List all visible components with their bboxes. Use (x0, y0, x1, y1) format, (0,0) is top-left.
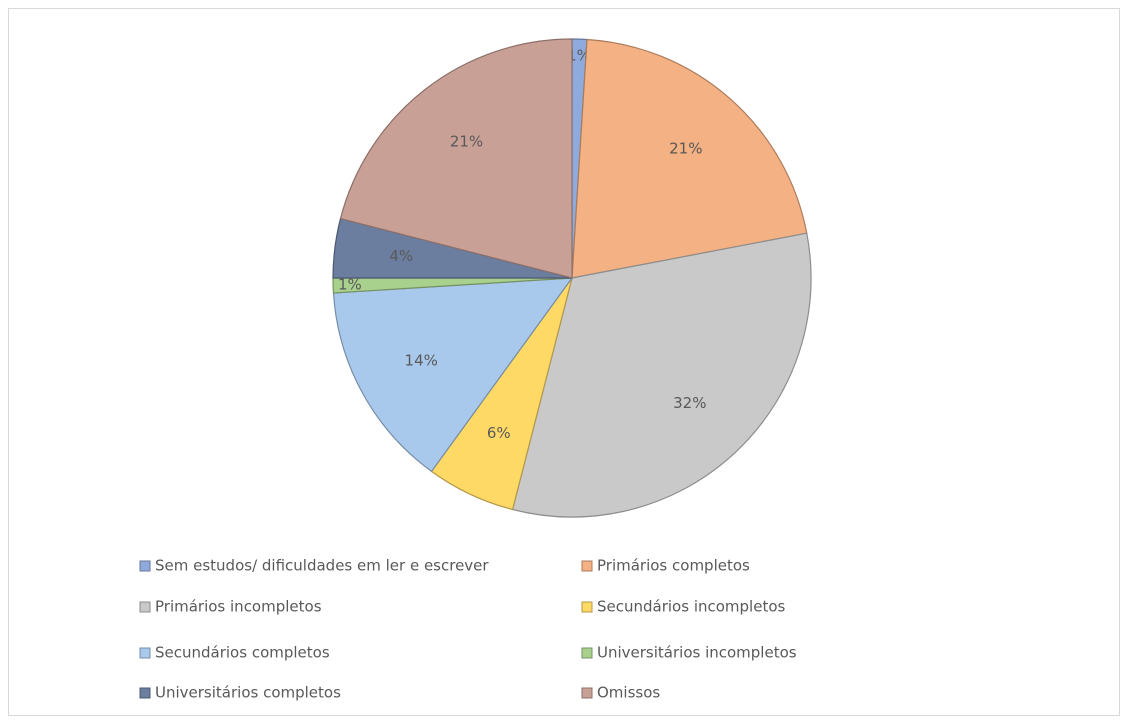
data-label: 21% (669, 139, 702, 157)
legend-swatch (139, 601, 151, 613)
data-label: 1% (567, 46, 591, 64)
legend-label: Secundários incompletos (597, 598, 786, 616)
legend-swatch (581, 601, 593, 613)
data-label: 32% (673, 394, 706, 412)
pie-slice (571, 38, 808, 279)
legend-swatch (139, 647, 151, 659)
legend-label: Secundários completos (155, 644, 330, 662)
legend-label: Universitários incompletos (597, 644, 797, 662)
legend-label: Primários incompletos (155, 598, 322, 616)
legend-label: Primários completos (597, 557, 750, 575)
data-label: 1% (338, 275, 362, 293)
pie-slice (339, 38, 573, 279)
legend-swatch (581, 560, 593, 572)
data-label: 6% (487, 424, 511, 442)
legend-label: Omissos (597, 684, 660, 702)
data-label: 21% (450, 133, 483, 151)
legend-swatch (581, 647, 593, 659)
legend-swatch (581, 687, 593, 699)
legend-swatch (139, 687, 151, 699)
pie-slice (511, 232, 812, 518)
legend-swatch (139, 560, 151, 572)
data-label: 4% (389, 247, 413, 265)
pie-slice (332, 277, 574, 473)
legend-label: Universitários completos (155, 684, 341, 702)
legend-label: Sem estudos/ dificuldades em ler e escre… (155, 557, 489, 575)
data-label: 14% (405, 351, 438, 369)
